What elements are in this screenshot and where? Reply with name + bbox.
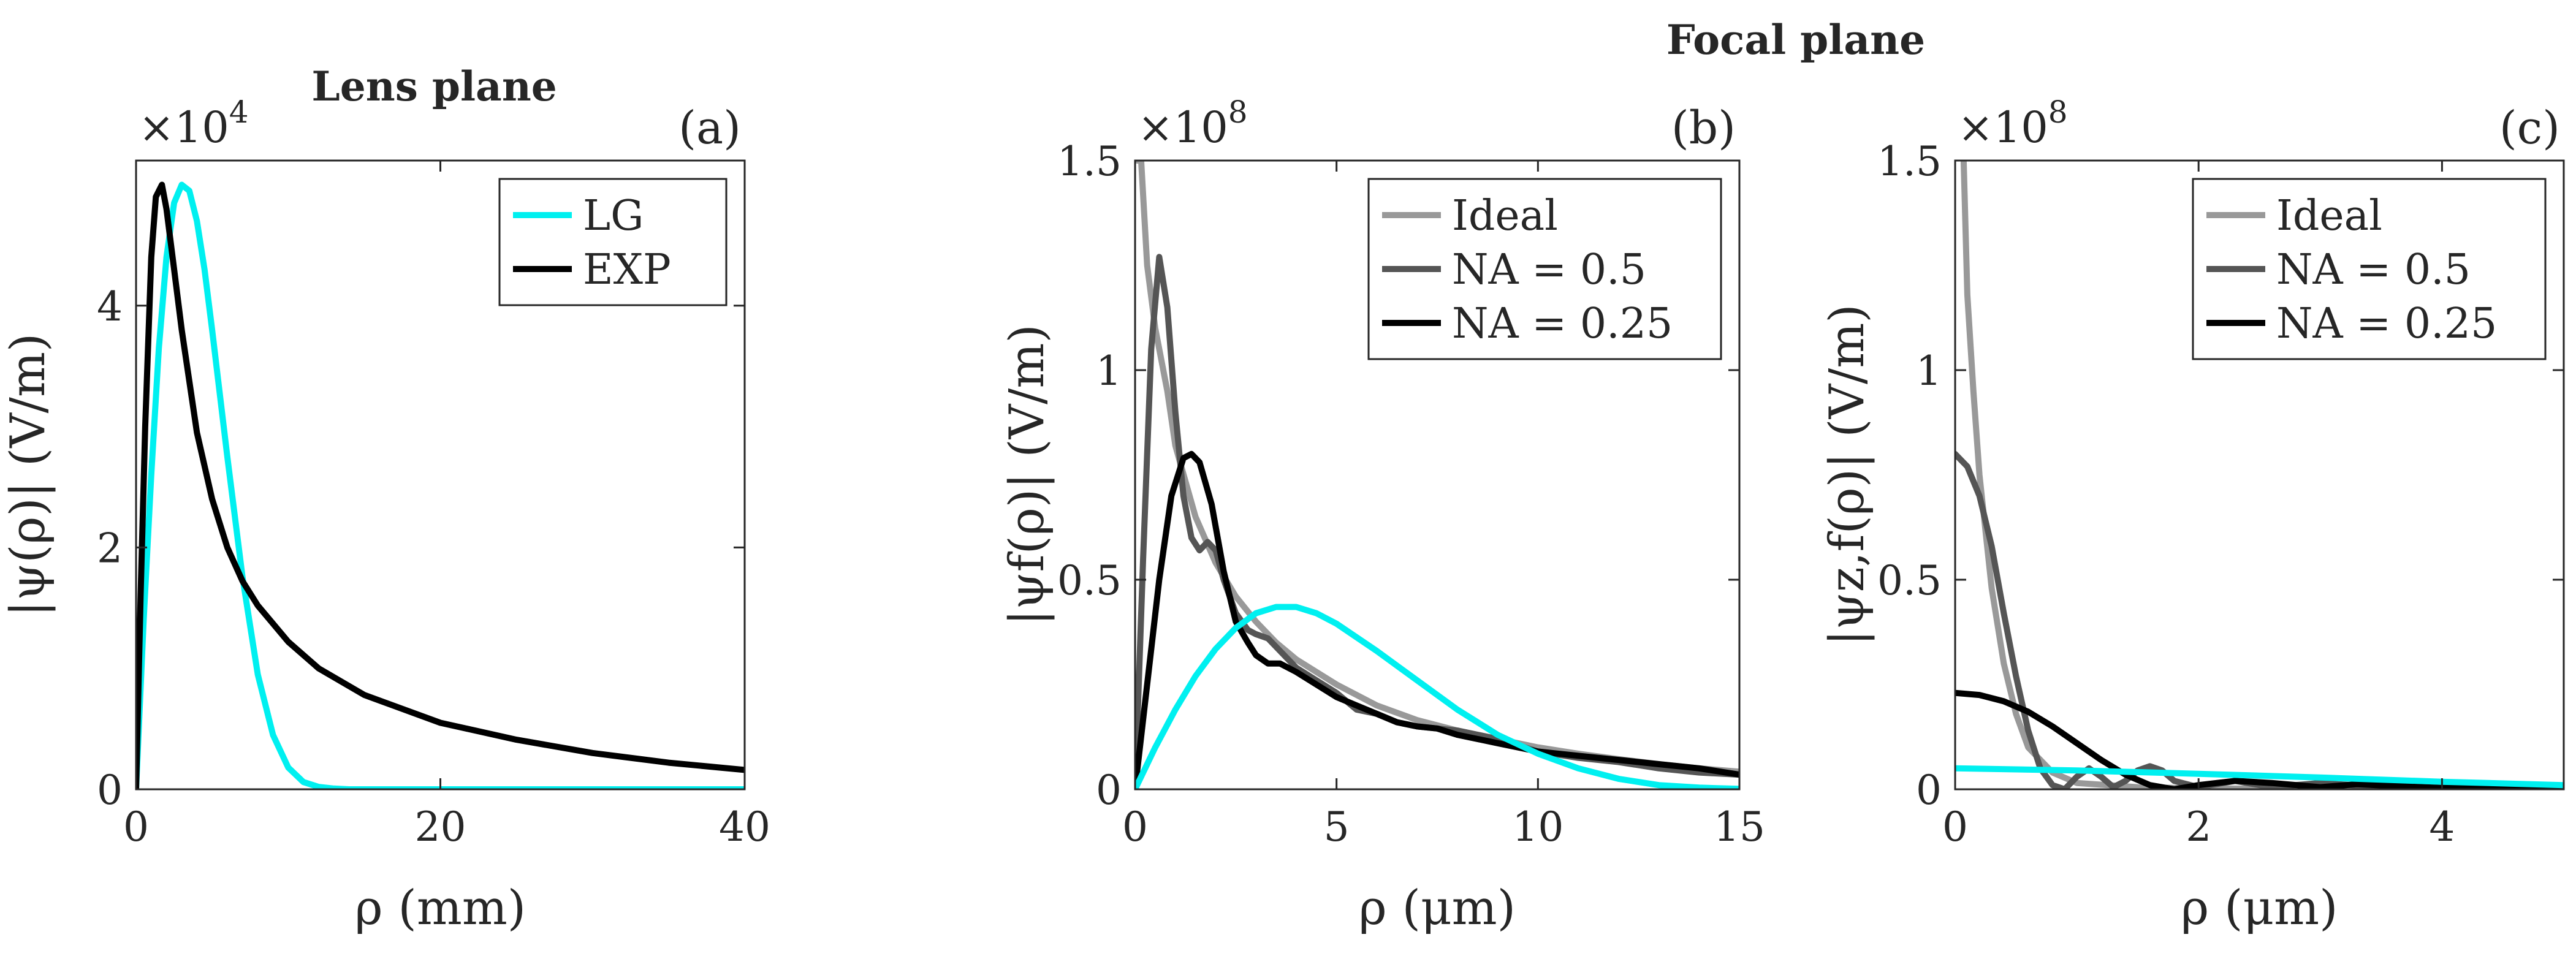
series-line-exp — [136, 181, 745, 789]
axes-box — [1134, 159, 1741, 791]
panel-label: (c) — [2499, 102, 2560, 154]
x-axis-label: ρ (μm) — [1359, 881, 1516, 936]
axis-multiplier-base: ×10 — [1138, 102, 1228, 153]
x-tick-label: 4 — [2429, 803, 2455, 851]
y-tick-label: 0.5 — [1877, 557, 1942, 604]
series-line-na-0-25 — [1955, 689, 2564, 789]
axis-multiplier: ×108 — [1958, 94, 2068, 153]
axis-multiplier-exponent: 8 — [2048, 94, 2068, 130]
axis-multiplier: ×104 — [139, 94, 249, 153]
y-tick-label: 1.5 — [1877, 138, 1942, 185]
x-tick-label: 0 — [123, 803, 149, 851]
y-axis-label: |ψ(ρ)| (V/m) — [1, 333, 56, 617]
x-axis-label: ρ (μm) — [2181, 881, 2338, 936]
y-tick-label: 0.5 — [1057, 557, 1122, 604]
x-axis-label: ρ (mm) — [355, 881, 526, 936]
series-line-lg — [136, 181, 745, 789]
panel-label: (b) — [1671, 102, 1736, 154]
y-tick-label: 1.5 — [1057, 138, 1122, 185]
axis-multiplier-exponent: 8 — [1228, 94, 1248, 130]
x-tick-label: 2 — [2186, 803, 2211, 851]
chart-title: Lens plane — [311, 63, 557, 110]
y-tick-label: 0 — [1916, 767, 1942, 814]
axis-multiplier-exponent: 4 — [229, 94, 249, 130]
series-line-lg-overlay — [1135, 604, 1739, 789]
y-tick-label: 4 — [97, 283, 123, 330]
series-line-na-0-25 — [1135, 450, 1739, 789]
legend: Ideal NA = 0.5 NA = 0.25 — [1367, 178, 1722, 360]
legend-box — [498, 178, 728, 306]
x-tick-label: 0 — [1942, 803, 1968, 851]
series-line-lg-overlay — [1955, 765, 2564, 789]
y-tick-label: 1 — [1096, 347, 1122, 395]
y-tick-label: 0 — [1096, 767, 1122, 814]
legend-entry: EXP — [583, 246, 671, 294]
legend-entry: NA = 0.5 — [2276, 246, 2471, 294]
y-axis-label: |ψf(ρ)| (V/m) — [1000, 324, 1055, 626]
legend-entry: NA = 0.5 — [1452, 246, 1646, 294]
x-tick-label: 20 — [415, 803, 466, 851]
figure-suptitle: Focal plane — [1666, 16, 1925, 64]
axes-box — [1954, 159, 2565, 791]
axis-multiplier-base: ×10 — [139, 102, 229, 153]
legend-entry: Ideal — [1452, 192, 1558, 240]
panel-c-chart: 0 2 4 0 0.5 1 1.5 ×108 (c) ρ (μm) |ψz,f(ρ)| (V/m) I… — [1820, 94, 2565, 936]
y-tick-label: 1 — [1916, 347, 1942, 395]
x-tick-label: 15 — [1714, 803, 1765, 851]
y-tick-label: 0 — [97, 767, 123, 814]
axis-multiplier-base: ×10 — [1958, 102, 2048, 153]
x-tick-label: 0 — [1122, 803, 1148, 851]
panel-b-chart: 0 5 10 15 0 0.5 1 1.5 ×108 (b) ρ (μm) |ψf(ρ)| (V/m)… — [1000, 94, 1765, 936]
y-axis-label: |ψz,f(ρ)| (V/m) — [1820, 304, 1875, 645]
legend-entry: LG — [583, 192, 644, 240]
x-tick-label: 10 — [1512, 803, 1563, 851]
legend-entry: NA = 0.25 — [2276, 300, 2497, 348]
legend: LG EXP — [498, 178, 728, 306]
panel-label: (a) — [678, 102, 741, 154]
axis-multiplier: ×108 — [1138, 94, 1248, 153]
legend-entry: Ideal — [2276, 192, 2382, 240]
x-tick-label: 40 — [719, 803, 770, 851]
legend: Ideal NA = 0.5 NA = 0.25 — [2192, 178, 2547, 360]
y-tick-label: 2 — [97, 525, 123, 572]
legend-entry: NA = 0.25 — [1452, 300, 1673, 348]
x-tick-label: 5 — [1324, 803, 1350, 851]
